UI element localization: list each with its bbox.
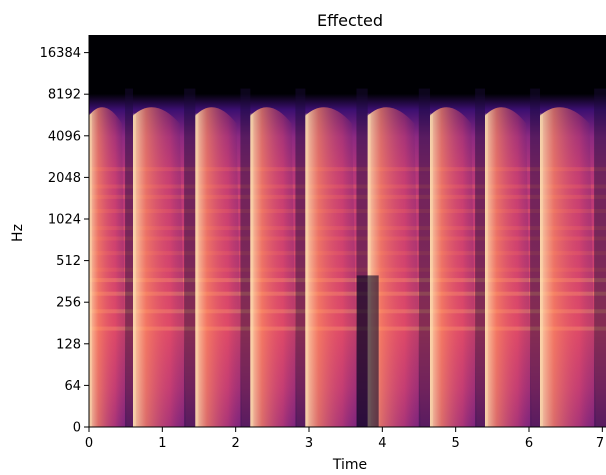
- y-tick-label: 1024: [48, 213, 81, 228]
- x-axis-ticks: 0 1 2 3 4 5 6 7: [85, 427, 604, 451]
- chart-title: Effected: [317, 11, 383, 30]
- note-envelope: [367, 107, 421, 427]
- y-tick-label: 4096: [48, 129, 81, 144]
- note-gap: [594, 88, 606, 427]
- note-onset: [250, 113, 254, 427]
- note-onset: [195, 113, 199, 427]
- x-tick-label: 1: [158, 436, 166, 451]
- note-onset: [540, 113, 543, 427]
- y-tick-label: 128: [56, 337, 81, 352]
- x-tick-label: 0: [85, 436, 93, 451]
- x-tick-label: 5: [452, 436, 460, 451]
- y-tick-label: 8192: [48, 88, 81, 103]
- note-envelope: [195, 107, 243, 427]
- note-gap: [240, 88, 251, 427]
- y-tick-label: 64: [64, 379, 81, 394]
- y-axis-ticks: 0 64 128 256 512 1024 2048 4096 8192 16384: [40, 46, 89, 436]
- x-axis-label: Time: [332, 457, 367, 473]
- note-onset: [485, 113, 488, 427]
- note-onset: [89, 113, 92, 427]
- y-tick-label: 0: [73, 421, 81, 436]
- x-tick-label: 4: [378, 436, 386, 451]
- note-envelope: [250, 107, 298, 427]
- note-onset: [133, 113, 136, 427]
- y-tick-label: 512: [56, 254, 81, 269]
- note-gap: [125, 88, 133, 427]
- note-gap: [184, 88, 196, 427]
- note-envelope: [485, 107, 532, 427]
- note-envelope: [305, 107, 359, 427]
- note-gap: [356, 88, 368, 427]
- note-gap: [295, 88, 306, 427]
- low-energy-region: [356, 275, 379, 427]
- y-tick-label: 256: [56, 296, 81, 311]
- y-tick-label: 16384: [40, 46, 81, 61]
- x-tick-label: 7: [596, 436, 604, 451]
- note-envelope: [133, 107, 186, 427]
- note-envelope: [89, 107, 127, 427]
- note-envelope: [540, 107, 597, 427]
- note-events: [89, 88, 606, 427]
- note-onset: [430, 113, 433, 427]
- note-gap: [418, 88, 430, 427]
- plot-area: [89, 35, 606, 427]
- y-tick-label: 2048: [48, 171, 81, 186]
- x-tick-label: 6: [525, 436, 533, 451]
- note-envelope: [430, 107, 477, 427]
- note-gap: [530, 88, 540, 427]
- y-axis-label: Hz: [10, 224, 26, 242]
- x-tick-label: 3: [305, 436, 313, 451]
- note-onset: [305, 113, 309, 427]
- x-tick-label: 2: [232, 436, 240, 451]
- note-gap: [475, 88, 485, 427]
- note-onset: [367, 113, 371, 427]
